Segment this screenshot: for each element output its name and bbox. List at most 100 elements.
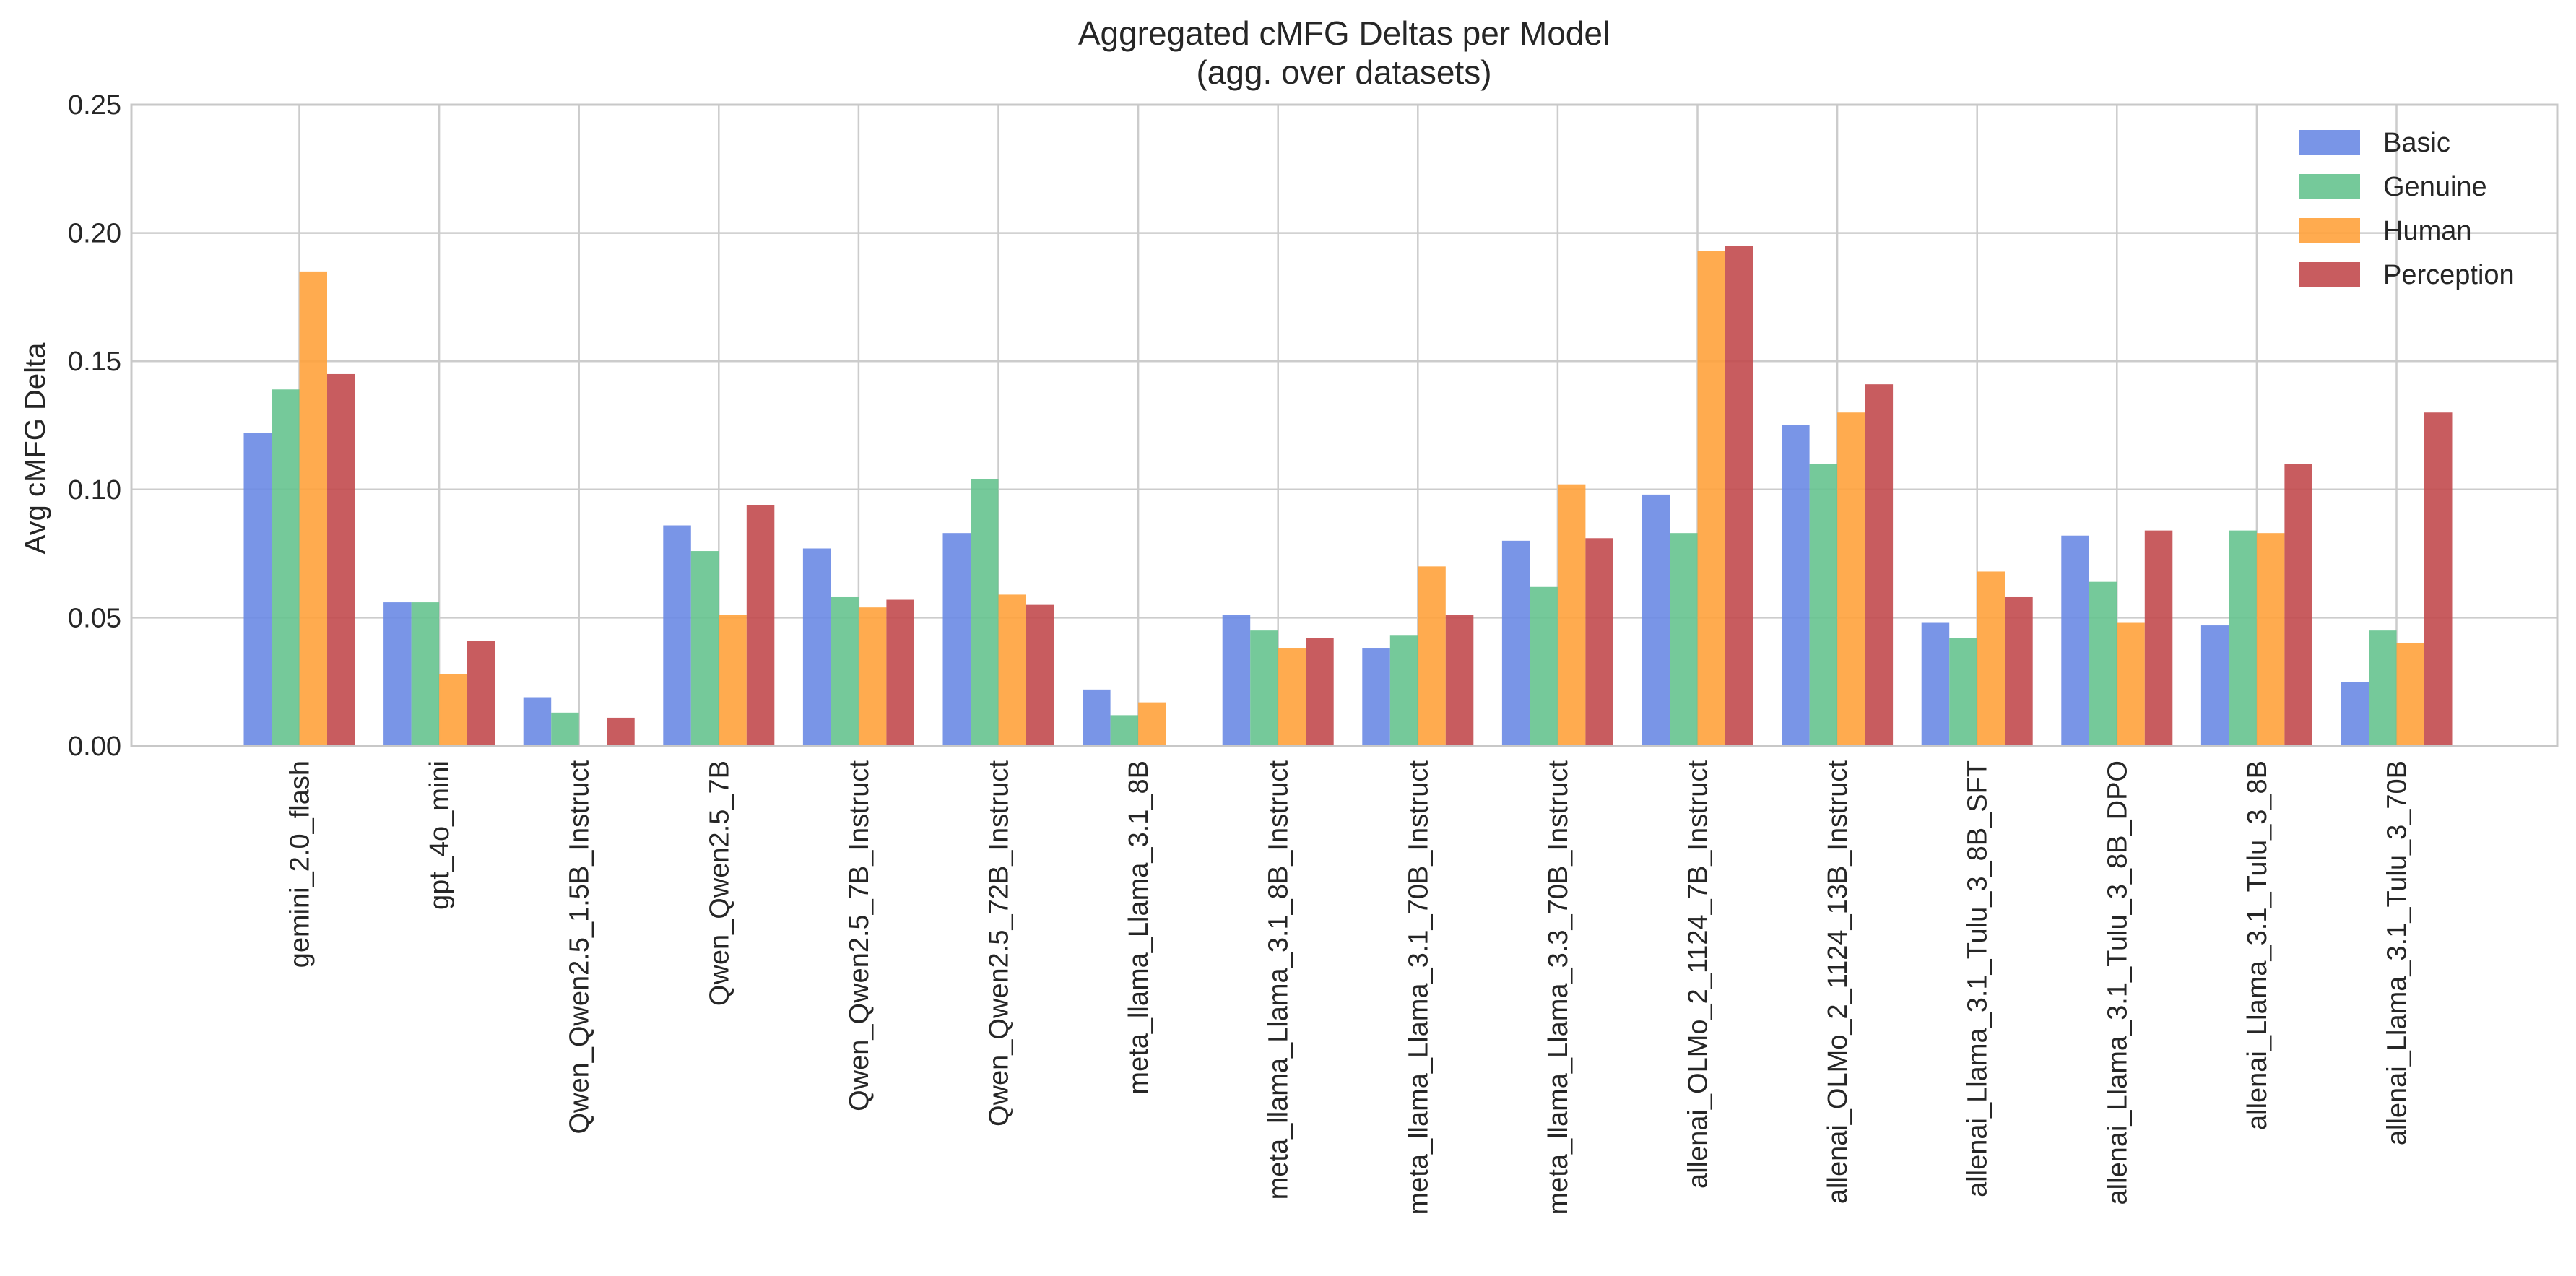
bars-layer bbox=[243, 246, 2453, 746]
bar-human-3 bbox=[719, 615, 747, 746]
bar-genuine-4 bbox=[831, 596, 859, 746]
bar-genuine-2 bbox=[551, 712, 579, 746]
legend-swatch-human bbox=[2299, 218, 2360, 243]
bar-perception-10 bbox=[1725, 246, 1753, 746]
bar-genuine-6 bbox=[1110, 715, 1139, 746]
legend-label-perception: Perception bbox=[2383, 260, 2515, 290]
bar-human-12 bbox=[1977, 571, 2005, 746]
x-tick-label: allenai_OLMo_2_1124_7B_Instruct bbox=[1683, 760, 1714, 1189]
bar-perception-9 bbox=[1585, 538, 1613, 746]
y-tick-label: 0.00 bbox=[68, 732, 121, 762]
x-tick-label: meta_llama_Llama_3.1_8B bbox=[1124, 760, 1154, 1095]
y-tick-labels: 0.00 0.05 0.10 0.15 0.20 0.25 bbox=[68, 90, 121, 762]
legend-swatch-genuine bbox=[2299, 174, 2360, 199]
y-tick-label: 0.15 bbox=[68, 347, 121, 377]
bar-human-6 bbox=[1138, 702, 1166, 746]
bar-human-5 bbox=[998, 594, 1026, 746]
bar-human-7 bbox=[1278, 648, 1306, 746]
bar-human-4 bbox=[858, 607, 887, 746]
x-tick-label: allenai_Llama_3.1_Tulu_3_8B_SFT bbox=[1963, 760, 1993, 1197]
legend-label-genuine: Genuine bbox=[2383, 172, 2487, 202]
legend-swatch-perception bbox=[2299, 262, 2360, 287]
bar-basic-1 bbox=[383, 602, 412, 746]
bar-genuine-5 bbox=[971, 479, 999, 746]
bar-human-15 bbox=[2396, 643, 2424, 746]
bar-basic-10 bbox=[1642, 494, 1670, 746]
bar-human-0 bbox=[299, 271, 327, 746]
y-tick-label: 0.10 bbox=[68, 475, 121, 505]
bar-genuine-14 bbox=[2229, 530, 2257, 746]
bar-perception-13 bbox=[2144, 530, 2173, 746]
chart-title: Aggregated cMFG Deltas per Model bbox=[1078, 14, 1610, 52]
bar-perception-14 bbox=[2284, 464, 2312, 746]
bar-human-8 bbox=[1418, 566, 1446, 746]
bar-perception-15 bbox=[2424, 412, 2453, 746]
x-tick-label: meta_llama_Llama_3.1_70B_Instruct bbox=[1403, 760, 1434, 1215]
y-tick-label: 0.05 bbox=[68, 603, 121, 633]
bar-genuine-12 bbox=[1949, 638, 1977, 746]
x-tick-labels: gemini_2.0_flash gpt_4o_mini Qwen_Qwen2.5_… bbox=[285, 760, 2413, 1215]
bar-basic-14 bbox=[2200, 625, 2229, 746]
bar-human-14 bbox=[2256, 533, 2285, 746]
bar-basic-4 bbox=[802, 548, 831, 746]
y-tick-label: 0.20 bbox=[68, 219, 121, 249]
x-tick-label: allenai_Llama_3.1_Tulu_3_8B_DPO bbox=[2102, 760, 2133, 1205]
bar-basic-12 bbox=[1921, 622, 1950, 746]
bar-perception-0 bbox=[327, 373, 355, 746]
bar-genuine-13 bbox=[2089, 581, 2117, 746]
bar-perception-5 bbox=[1026, 604, 1054, 746]
x-tick-label: allenai_Llama_3.1_Tulu_3_70B bbox=[2382, 760, 2413, 1145]
bar-human-10 bbox=[1697, 251, 1725, 746]
bar-basic-8 bbox=[1362, 648, 1390, 746]
bar-basic-13 bbox=[2061, 535, 2089, 746]
bar-genuine-8 bbox=[1389, 635, 1418, 746]
x-tick-label: allenai_OLMo_2_1124_13B_Instruct bbox=[1823, 760, 1853, 1205]
bar-basic-11 bbox=[1782, 425, 1810, 746]
bar-basic-2 bbox=[523, 697, 552, 746]
bar-genuine-10 bbox=[1670, 533, 1698, 746]
bar-human-11 bbox=[1837, 412, 1865, 746]
plot-frame bbox=[130, 103, 2559, 747]
legend-label-human: Human bbox=[2383, 216, 2472, 246]
legend: Basic Genuine Human Perception bbox=[2299, 128, 2515, 290]
bar-perception-4 bbox=[886, 599, 914, 746]
bar-perception-1 bbox=[467, 641, 495, 746]
legend-swatch-basic bbox=[2299, 130, 2360, 155]
x-tick-label: gpt_4o_mini bbox=[425, 760, 455, 910]
bar-human-13 bbox=[2117, 622, 2145, 746]
bar-human-1 bbox=[439, 674, 467, 746]
bar-genuine-0 bbox=[272, 389, 300, 746]
grid-layer bbox=[131, 103, 2557, 747]
bar-genuine-9 bbox=[1530, 586, 1558, 746]
bar-basic-7 bbox=[1222, 615, 1251, 746]
bar-genuine-1 bbox=[411, 602, 440, 746]
bar-perception-11 bbox=[1865, 384, 1894, 746]
x-tick-label: Qwen_Qwen2.5_7B_Instruct bbox=[844, 760, 875, 1111]
bar-perception-3 bbox=[746, 505, 775, 746]
x-tick-label: meta_llama_Llama_3.3_70B_Instruct bbox=[1543, 760, 1574, 1215]
bar-perception-7 bbox=[1306, 638, 1334, 746]
y-tick-label: 0.25 bbox=[68, 90, 121, 121]
bar-perception-12 bbox=[2005, 596, 2033, 746]
bar-genuine-11 bbox=[1809, 464, 1838, 746]
x-tick-label: Qwen_Qwen2.5_7B bbox=[704, 760, 734, 1006]
bar-genuine-3 bbox=[690, 551, 719, 746]
x-tick-label: allenai_Llama_3.1_Tulu_3_8B bbox=[2242, 760, 2273, 1130]
chart-subtitle: (agg. over datasets) bbox=[1196, 53, 1491, 91]
y-axis-label: Avg cMFG Delta bbox=[19, 342, 51, 554]
legend-label-basic: Basic bbox=[2383, 128, 2450, 158]
bar-basic-15 bbox=[2341, 682, 2369, 746]
bar-perception-8 bbox=[1445, 615, 1474, 746]
x-tick-label: meta_llama_Llama_3.1_8B_Instruct bbox=[1264, 760, 1294, 1200]
x-tick-label: Qwen_Qwen2.5_1.5B_Instruct bbox=[565, 760, 595, 1134]
bar-basic-6 bbox=[1083, 689, 1111, 746]
bar-basic-0 bbox=[243, 433, 272, 746]
bar-genuine-15 bbox=[2369, 630, 2397, 746]
bar-basic-5 bbox=[942, 533, 971, 746]
x-tick-label: Qwen_Qwen2.5_72B_Instruct bbox=[984, 760, 1015, 1127]
bar-basic-3 bbox=[663, 525, 691, 746]
bar-genuine-7 bbox=[1250, 630, 1278, 746]
bar-basic-9 bbox=[1501, 540, 1530, 746]
